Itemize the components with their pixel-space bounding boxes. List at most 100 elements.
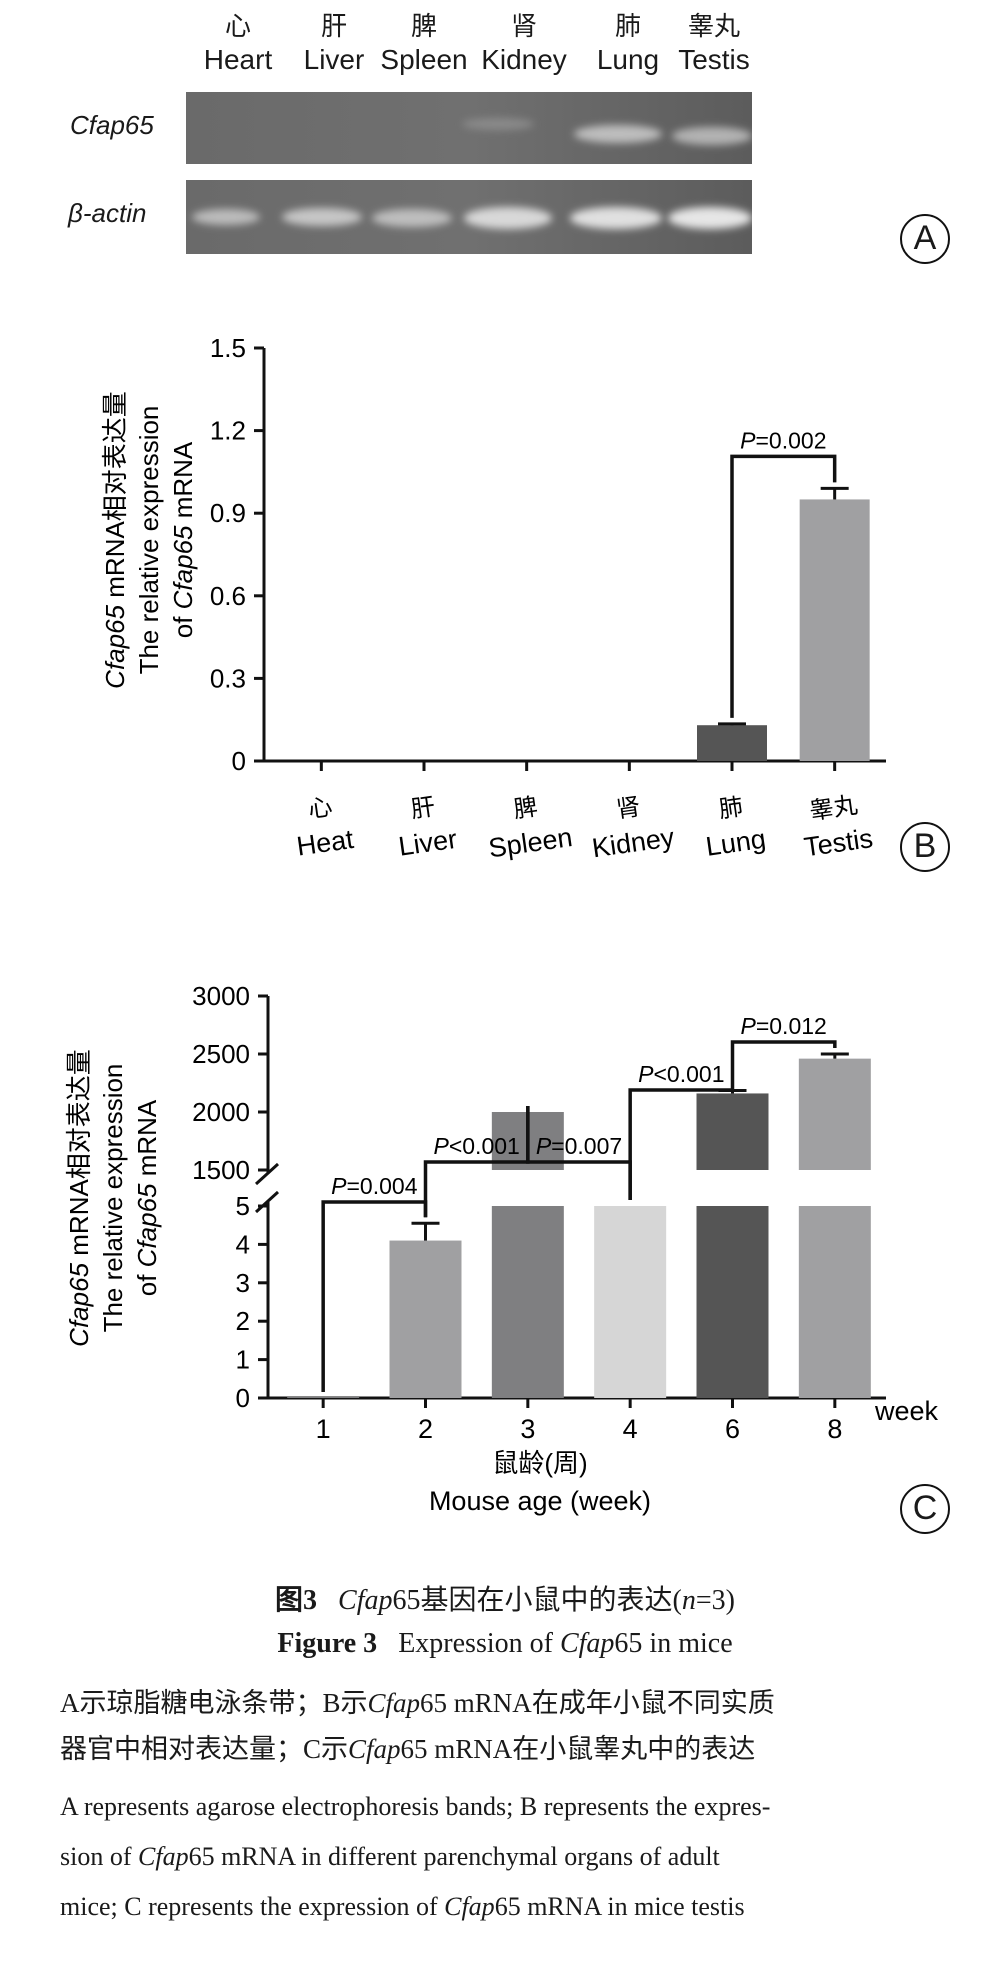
y-tick-label: 3 (236, 1268, 250, 1298)
y-tick-label: 2 (236, 1306, 250, 1336)
bar-week-6-lower (696, 1206, 769, 1398)
y-tick-label: 1 (236, 1345, 250, 1375)
gel-lane-header-kidney: 肾 Kidney (469, 12, 579, 77)
bar-week-8-lower (798, 1206, 871, 1398)
p-value-label-0: P=0.002 (740, 427, 826, 453)
y-axis-title-line-1: Cfap65 mRNA相对表达量 (64, 1049, 94, 1347)
x-tick-label-en: Spleen (487, 822, 574, 863)
gel-lane-en: Heart (203, 44, 273, 76)
caption-zh-title: 图3 Cfap65基因在小鼠中的表达(n=3) (275, 1585, 735, 1616)
x-tick-label-zh: 肾 (615, 794, 643, 824)
x-tick-label-zh: 脾 (512, 794, 540, 824)
gel-lane-en: Lung (596, 44, 660, 76)
gel-band-actin-liver (282, 208, 362, 226)
gel-lane-header-liver: 肝 Liver (279, 12, 389, 77)
axis-break-mark-lower (254, 1190, 280, 1214)
p-value-label-2: P=0.007 (536, 1133, 622, 1159)
bar-testis (799, 499, 870, 761)
gel-band-cfap65-testis (672, 127, 752, 145)
gel-band-actin-heart (192, 209, 260, 225)
caption-en-title: Figure 3 Expression of Cfap65 in mice (277, 1628, 733, 1659)
caption-zh-description: A示琼脂糖电泳条带；B示Cfap65 mRNA在成年小鼠不同实质 器官中相对表达… (60, 1680, 950, 1772)
x-tick-label-en: Lung (704, 824, 768, 862)
gel-lane-zh: 脾 (410, 12, 437, 42)
panel-c-letter: C (900, 1484, 950, 1534)
bar-week-6-upper (696, 1093, 769, 1170)
y-tick-label: 2000 (192, 1097, 250, 1127)
gel-lane-zh: 肝 (320, 12, 347, 42)
x-tick-label-en: Liver (397, 824, 459, 862)
x-tick-label: 4 (623, 1414, 638, 1444)
y-axis-title-line-3: of Cfap65 mRNA (132, 1099, 162, 1296)
cfap65-gel-strip (186, 92, 752, 164)
y-tick-label: 0.3 (210, 663, 246, 693)
gel-lane-en: Spleen (380, 44, 468, 76)
gel-lane-en: Kidney (481, 44, 567, 76)
gel-band-actin-lung (570, 207, 662, 229)
x-tick-label-zh: 肺 (717, 794, 745, 824)
panel-c-chart: Cfap65 mRNA相对表达量 The relative expression o… (64, 981, 939, 1516)
x-tick-label-zh: 心 (307, 794, 335, 824)
significance-bracket-0 (730, 454, 837, 718)
significance-bracket-4 (730, 1040, 837, 1085)
panel-a-letter: A (900, 214, 950, 264)
x-axis-title-en: Mouse age (week) (429, 1486, 651, 1516)
y-axis-title-line-2: The relative expression (98, 1064, 128, 1333)
bar-lung (697, 725, 767, 761)
gel-lane-header-heart: 心 Heart (183, 12, 293, 77)
y-axis-title-line-1: Cfap65 mRNA相对表达量 (100, 391, 130, 689)
beta-actin-row-label: β-actin (68, 198, 147, 228)
y-tick-label: 5 (236, 1191, 250, 1221)
caption-en-fig-number: Figure 3 (277, 1628, 378, 1659)
y-tick-label: 0 (232, 746, 246, 776)
gel-lane-zh: 心 (224, 12, 251, 42)
y-tick-label: 3000 (192, 981, 250, 1011)
p-value-label-4: P=0.012 (740, 1013, 826, 1039)
gel-band-actin-spleen (372, 209, 452, 227)
axis-break-mark-upper (254, 1162, 280, 1186)
gel-lane-en: Liver (303, 44, 365, 76)
gel-lane-en: Testis (678, 44, 750, 76)
p-value-label-0: P=0.004 (331, 1173, 418, 1199)
caption-en-line-1: A represents agarose electrophoresis ban… (60, 1792, 771, 1821)
gel-band-cfap65-kidney (462, 118, 534, 130)
caption-zh-fig-number: 图3 (275, 1585, 318, 1616)
panel-b-chart: Cfap65 mRNA相对表达量 The relative expression o… (100, 333, 886, 864)
x-tick-label-zh: 睾丸 (808, 792, 859, 825)
gel-lane-header-testis: 睾丸 Testis (659, 12, 769, 77)
caption-zh-line-2: 器官中相对表达量；C示Cfap65 mRNA在小鼠睾丸中的表达 (60, 1734, 756, 1764)
cfap65-row-label: Cfap65 (70, 110, 154, 140)
gel-lane-zh: 睾丸 (687, 12, 740, 42)
p-value-label-3: P<0.001 (638, 1061, 724, 1087)
caption-en-line-2: sion of Cfap65 mRNA in different parench… (60, 1842, 720, 1871)
x-tick-label: 3 (520, 1414, 535, 1444)
y-axis-title-line-2: The relative expression (134, 406, 164, 675)
caption-zh-line-1: A示琼脂糖电泳条带；B示Cfap65 mRNA在成年小鼠不同实质 (60, 1688, 775, 1718)
gel-image (186, 92, 752, 254)
bar-week-3-lower (491, 1206, 564, 1398)
x-tick-label: 8 (827, 1414, 842, 1444)
bar-week-1 (287, 1397, 360, 1398)
y-tick-label: 1.5 (210, 333, 246, 363)
bar-week-4-lower (594, 1206, 667, 1398)
gel-band-cfap65-lung (574, 125, 662, 143)
x-tick-label-en: Testis (802, 823, 875, 862)
gel-lane-zh: 肾 (510, 12, 537, 42)
gel-lane-header-spleen: 脾 Spleen (369, 12, 479, 77)
x-tick-label: 1 (316, 1414, 331, 1444)
x-tick-label: 2 (418, 1414, 433, 1444)
y-tick-label: 0.9 (210, 498, 246, 528)
x-tick-label: 6 (725, 1414, 740, 1444)
caption-en-description: A represents agarose electrophoresis ban… (60, 1782, 950, 1932)
y-tick-label: 4 (236, 1229, 250, 1259)
bar-week-2 (389, 1240, 462, 1398)
y-axis-title: Cfap65 mRNA相对表达量 The relative expression o… (64, 1049, 162, 1347)
x-tick-label-en: Heat (295, 824, 356, 862)
gel-band-actin-testis (668, 207, 752, 229)
